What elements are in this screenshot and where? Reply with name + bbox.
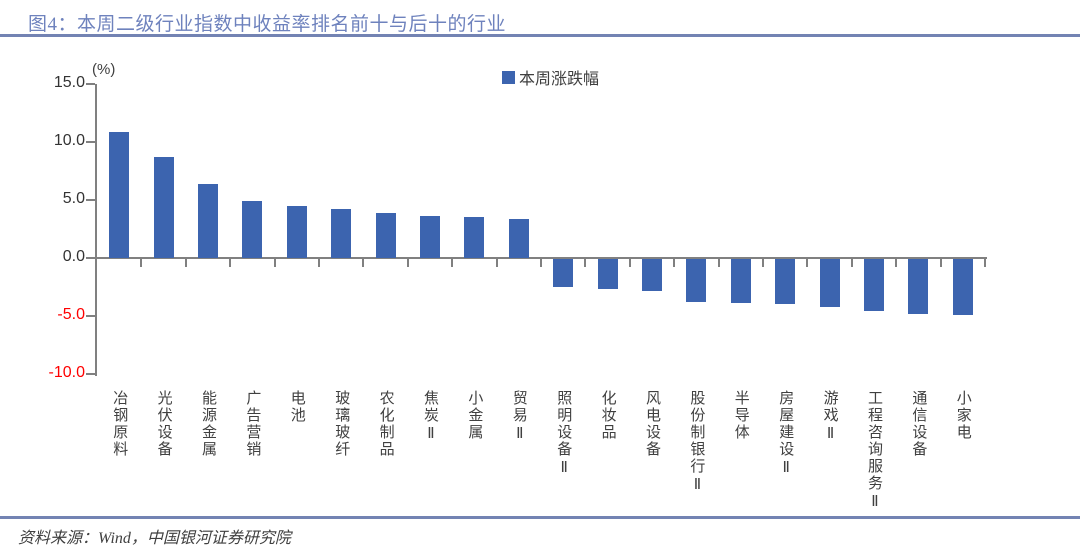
footer-rule: [0, 516, 1080, 519]
category-label: 焦炭Ⅱ: [422, 390, 439, 444]
x-axis-tick: [850, 258, 853, 267]
category-label: 玻璃玻纤: [333, 390, 351, 458]
bar: [198, 183, 218, 258]
y-axis-tick: [86, 83, 95, 85]
category-label: 能源金属: [200, 390, 217, 458]
category-label: 工程咨询服务Ⅱ: [866, 390, 883, 512]
category-label: 小家电: [954, 390, 972, 441]
bar: [331, 209, 352, 258]
y-axis-tick-label: -10.0: [48, 364, 85, 381]
bar: [686, 259, 707, 302]
bar: [153, 157, 174, 258]
bar: [819, 259, 840, 307]
plot-area: 15.0 10.0 5.0 0.0 -5.0 -10.0 冶钢原料 光伏设备 能源金属 广告营销 电…: [49, 74, 987, 512]
bar: [952, 259, 973, 315]
x-axis-tick: [140, 258, 143, 267]
x-axis-tick: [184, 258, 187, 267]
bar: [464, 217, 485, 258]
bar: [864, 259, 884, 312]
category-label: 电池: [288, 390, 306, 424]
x-axis-tick: [495, 258, 498, 267]
category-label: 通信设备: [910, 390, 928, 458]
y-axis-tick-label: 0.0: [62, 248, 85, 265]
x-axis-tick: [451, 258, 454, 267]
y-axis-tick: [86, 257, 95, 259]
category-label: 房屋建设Ⅱ: [777, 390, 795, 478]
category-label: 游戏Ⅱ: [821, 390, 839, 444]
x-axis-tick: [717, 258, 720, 267]
x-axis-tick: [406, 258, 409, 267]
y-axis-tick-label: 10.0: [53, 132, 85, 149]
x-axis-tick: [762, 258, 764, 267]
category-label: 农化制品: [377, 390, 395, 458]
bar: [597, 259, 618, 290]
x-axis-tick: [273, 258, 276, 267]
category-label: 贸易Ⅱ: [510, 390, 528, 444]
bar: [908, 259, 929, 314]
legend: 本周涨跌幅: [502, 65, 599, 89]
y-axis-tick: [86, 315, 95, 317]
bar: [508, 218, 529, 258]
y-axis-tick: [86, 141, 95, 143]
x-axis-tick: [806, 258, 809, 267]
legend-label: 本周涨跌幅: [519, 71, 600, 88]
bar: [553, 259, 574, 287]
x-axis-tick: [984, 258, 986, 267]
y-axis-unit-label: (%): [92, 61, 116, 78]
bar: [775, 259, 796, 305]
y-axis-tick: [86, 199, 95, 201]
category-label: 风电设备: [644, 390, 661, 458]
category-label: 半导体: [732, 390, 750, 441]
category-label: 照明设备Ⅱ: [555, 390, 573, 478]
bar: [730, 259, 751, 304]
x-axis-tick: [628, 258, 631, 267]
category-label: 化妆品: [599, 390, 617, 441]
title-rule: [0, 34, 1080, 37]
x-axis-tick: [540, 258, 542, 267]
x-axis-tick: [229, 258, 232, 267]
x-axis-tick: [673, 258, 676, 267]
x-axis-tick: [362, 258, 365, 267]
legend-color-swatch: [502, 70, 515, 84]
category-label: 小金属: [466, 390, 484, 441]
y-axis-tick-label: 5.0: [62, 190, 85, 207]
bar: [242, 201, 263, 258]
x-axis-tick: [584, 258, 587, 267]
category-label: 冶钢原料: [111, 390, 129, 458]
bar: [286, 205, 307, 258]
category-label: 股份制银行Ⅱ: [688, 390, 706, 495]
y-axis-tick: [86, 373, 95, 375]
category-label: 广告营销: [244, 390, 262, 458]
category-label: 光伏设备: [155, 390, 173, 458]
bar: [420, 216, 440, 258]
y-axis-tick-label: -5.0: [57, 306, 85, 323]
bar: [642, 259, 662, 292]
bar: [375, 212, 396, 258]
bar: [109, 131, 130, 258]
x-axis-tick: [895, 258, 898, 267]
x-axis-tick: [939, 258, 942, 267]
y-axis-tick-label: 15.0: [53, 74, 85, 91]
source-note: 资料来源：Wind，中国银河证券研究院: [18, 530, 291, 547]
figure-title: 图4：本周二级行业指数中收益率排名前十与后十的行业: [28, 14, 507, 35]
x-axis-tick: [318, 258, 320, 267]
y-axis-line: [95, 84, 97, 376]
